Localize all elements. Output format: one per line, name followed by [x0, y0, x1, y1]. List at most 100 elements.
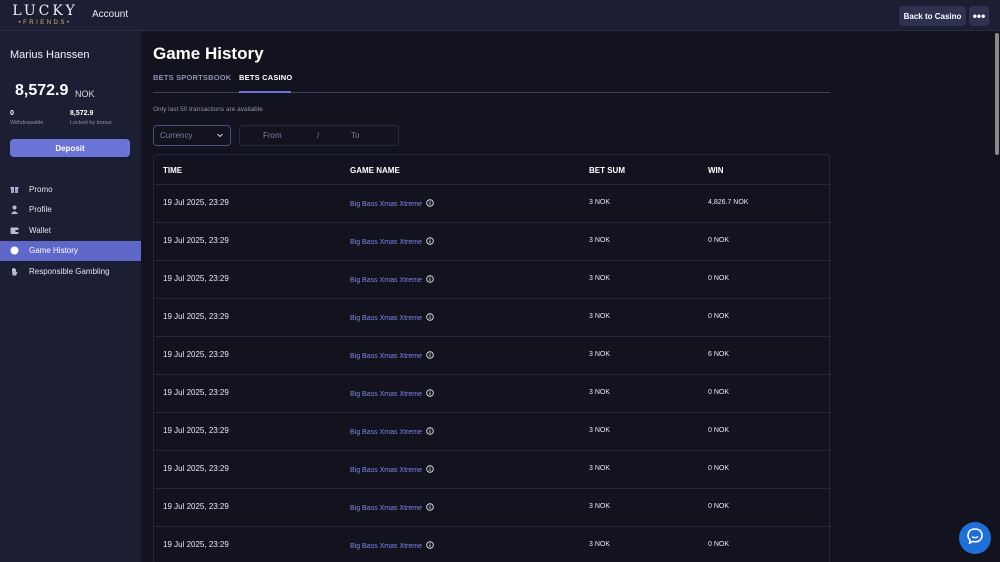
game-name-link-text: Big Bass Xmas Xtreme — [350, 467, 422, 474]
top-bar: LUCKY •FRIENDS• Account Back to Casino •… — [0, 0, 1000, 31]
sidebar-item-label: Profile — [29, 205, 52, 215]
win-cell-text: 0 NOK — [708, 275, 730, 282]
time-cell: 19 Jul 2025, 23:29 — [163, 426, 229, 435]
sidebar-item-label: Wallet — [29, 225, 51, 235]
bet-sum-cell: 3 NOK — [589, 199, 610, 206]
time-cell-text: 19 Jul 2025, 23:29 — [163, 350, 229, 359]
info-icon[interactable] — [426, 351, 434, 359]
date-to-field[interactable]: To — [351, 131, 360, 140]
info-icon[interactable] — [426, 465, 434, 473]
game-name-link[interactable]: Big Bass Xmas Xtreme — [350, 503, 434, 512]
bet-sum-cell-text: 3 NOK — [589, 427, 611, 434]
win-cell-text: 0 NOK — [708, 389, 730, 396]
sidebar-item-wallet[interactable]: Wallet — [0, 220, 141, 241]
bet-sum-cell-text: 3 NOK — [589, 541, 611, 548]
time-cell: 19 Jul 2025, 23:29 — [163, 198, 229, 207]
scrollbar-thumb[interactable] — [995, 33, 999, 155]
sidebar-item-game-history[interactable]: Game History — [0, 240, 141, 261]
info-icon[interactable] — [426, 199, 434, 207]
win-cell: 0 NOK — [708, 465, 729, 472]
user-icon — [10, 205, 19, 215]
game-name-link[interactable]: Big Bass Xmas Xtreme — [350, 199, 434, 208]
info-icon[interactable] — [426, 541, 434, 549]
win-cell-text: 0 NOK — [708, 541, 730, 548]
history-icon — [10, 246, 19, 255]
bet-sum-cell-text: 3 NOK — [589, 465, 611, 472]
game-name-link[interactable]: Big Bass Xmas Xtreme — [350, 427, 434, 436]
game-name-link[interactable]: Big Bass Xmas Xtreme — [350, 275, 434, 284]
chat-support-button[interactable] — [959, 522, 991, 554]
game-name-link-text: Big Bass Xmas Xtreme — [350, 353, 422, 360]
table-row: 19 Jul 2025, 23:29 Big Bass Xmas Xtreme 3 … — [154, 526, 831, 562]
time-cell-text: 19 Jul 2025, 23:29 — [163, 426, 229, 435]
locked-label: Locked by bonus — [70, 120, 112, 126]
sidebar-nav: Promo Profile Wallet Game History Respon… — [0, 179, 141, 282]
bet-sum-cell: 3 NOK — [589, 275, 610, 282]
win-cell: 0 NOK — [708, 503, 729, 510]
time-cell-text: 19 Jul 2025, 23:29 — [163, 236, 229, 245]
game-name-link-text: Big Bass Xmas Xtreme — [350, 239, 422, 246]
page-scrollbar[interactable] — [993, 31, 1000, 562]
wallet-icon — [10, 226, 19, 235]
currency-select[interactable]: Currency — [153, 125, 231, 146]
win-cell: 0 NOK — [708, 389, 729, 396]
game-name-link[interactable]: Big Bass Xmas Xtreme — [350, 465, 434, 474]
game-name-link[interactable]: Big Bass Xmas Xtreme — [350, 237, 434, 246]
time-cell-text: 19 Jul 2025, 23:29 — [163, 312, 229, 321]
info-icon[interactable] — [426, 275, 434, 283]
win-cell-text: 0 NOK — [708, 503, 730, 510]
deposit-button[interactable]: Deposit — [10, 139, 130, 157]
bet-sum-cell-text: 3 NOK — [589, 503, 611, 510]
time-cell: 19 Jul 2025, 23:29 — [163, 502, 229, 511]
time-cell-text: 19 Jul 2025, 23:29 — [163, 464, 229, 473]
info-icon[interactable] — [426, 389, 434, 397]
more-options-button[interactable]: ••• — [969, 6, 989, 26]
bet-sum-cell: 3 NOK — [589, 351, 610, 358]
time-cell: 19 Jul 2025, 23:29 — [163, 236, 229, 245]
info-icon[interactable] — [426, 313, 434, 321]
info-icon[interactable] — [426, 503, 434, 511]
game-name-link[interactable]: Big Bass Xmas Xtreme — [350, 541, 434, 550]
time-cell: 19 Jul 2025, 23:29 — [163, 312, 229, 321]
win-cell-text: 0 NOK — [708, 237, 730, 244]
date-range-picker[interactable]: From / To — [239, 125, 399, 146]
tab-bets-casino[interactable]: BETS CASINO — [239, 73, 293, 82]
win-cell: 0 NOK — [708, 313, 729, 320]
sidebar-item-responsible-gambling[interactable]: Responsible Gambling — [0, 261, 141, 282]
table-row: 19 Jul 2025, 23:29 Big Bass Xmas Xtreme 3 … — [154, 488, 831, 526]
game-name-link[interactable]: Big Bass Xmas Xtreme — [350, 389, 434, 398]
tab-bets-sportsbook[interactable]: BETS SPORTSBOOK — [153, 73, 232, 82]
gift-icon — [10, 185, 19, 194]
column-header-game-name: GAME NAME — [350, 166, 400, 175]
bet-sum-cell: 3 NOK — [589, 427, 610, 434]
game-name-link-text: Big Bass Xmas Xtreme — [350, 315, 422, 322]
time-cell-text: 19 Jul 2025, 23:29 — [163, 388, 229, 397]
sidebar-item-label: Game History — [29, 246, 78, 256]
info-icon[interactable] — [426, 427, 434, 435]
game-history-table: TIME GAME NAME BET SUM WIN 19 Jul 2025, … — [153, 154, 831, 562]
game-name-link[interactable]: Big Bass Xmas Xtreme — [350, 351, 434, 360]
table-row: 19 Jul 2025, 23:29 Big Bass Xmas Xtreme 3 … — [154, 336, 831, 374]
win-cell-text: 0 NOK — [708, 313, 730, 320]
bet-sum-cell-text: 3 NOK — [589, 351, 611, 358]
locked-value: 8,572.9 — [70, 110, 94, 117]
bet-sum-cell-text: 3 NOK — [589, 275, 611, 282]
date-separator: / — [317, 131, 320, 140]
game-name-link[interactable]: Big Bass Xmas Xtreme — [350, 313, 434, 322]
lucky-friends-logo[interactable]: LUCKY •FRIENDS• — [12, 3, 78, 26]
sidebar-item-profile[interactable]: Profile — [0, 200, 141, 221]
game-name-link-text: Big Bass Xmas Xtreme — [350, 277, 422, 284]
bet-sum-cell-text: 3 NOK — [589, 313, 611, 320]
back-to-casino-button[interactable]: Back to Casino — [899, 6, 966, 26]
date-from-field[interactable]: From — [263, 131, 282, 140]
win-cell: 0 NOK — [708, 541, 729, 548]
sidebar-item-promo[interactable]: Promo — [0, 179, 141, 200]
time-cell: 19 Jul 2025, 23:29 — [163, 274, 229, 283]
win-cell: 4,826.7 NOK — [708, 199, 748, 206]
currency-placeholder: Currency — [160, 131, 193, 140]
game-name-link-text: Big Bass Xmas Xtreme — [350, 391, 422, 398]
bet-sum-cell: 3 NOK — [589, 313, 610, 320]
info-icon[interactable] — [426, 237, 434, 245]
withdrawable-label: Withdrawable — [10, 120, 44, 126]
column-header-time: TIME — [163, 166, 183, 175]
